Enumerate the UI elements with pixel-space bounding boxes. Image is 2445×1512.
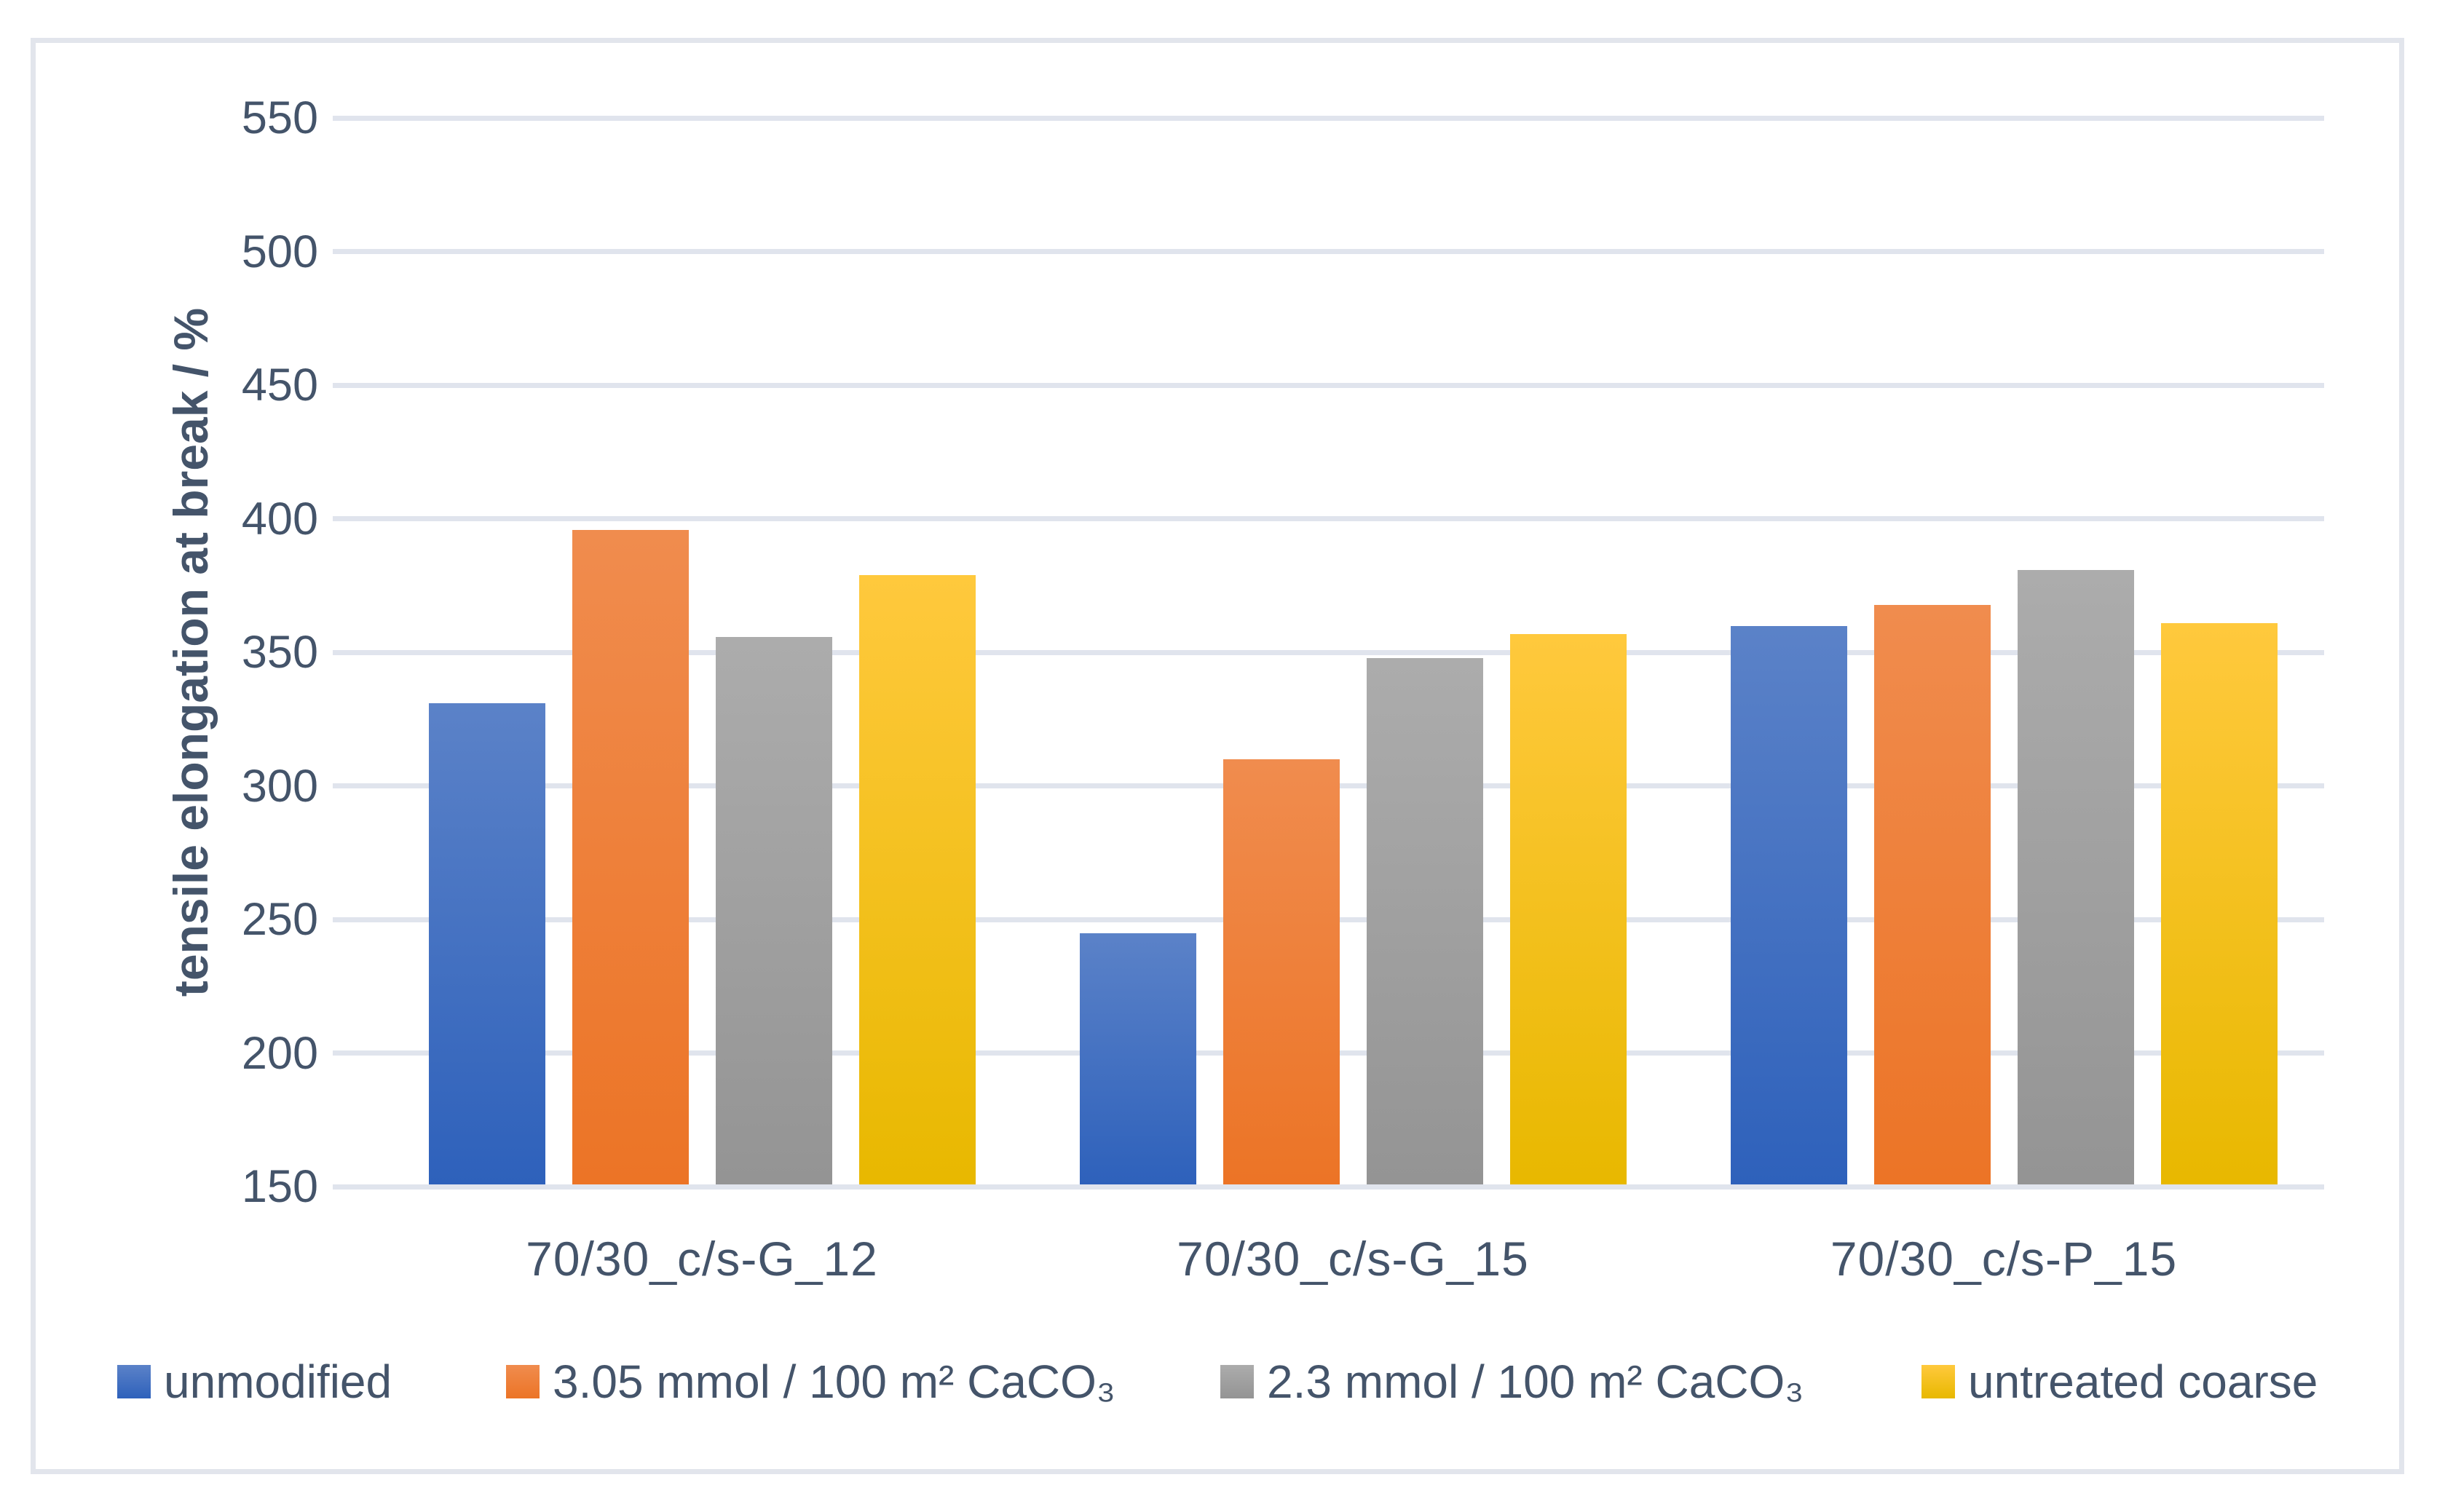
bar-series2-cat2 xyxy=(1223,759,1340,1184)
y-tick-label: 150 xyxy=(241,1161,318,1212)
y-tick-label: 350 xyxy=(241,627,318,678)
bar-series3-cat1 xyxy=(716,637,832,1184)
gridline xyxy=(333,115,2324,121)
bar-series3-cat2 xyxy=(1367,658,1483,1184)
y-tick-label: 400 xyxy=(241,493,318,545)
bar-series1-cat1 xyxy=(429,703,545,1184)
y-tick-label: 450 xyxy=(241,360,318,411)
bar-series1-cat2 xyxy=(1080,933,1196,1184)
gridline xyxy=(333,249,2324,254)
bar-series4-cat1 xyxy=(859,575,976,1184)
bar-series4-cat2 xyxy=(1510,634,1627,1184)
legend-label: unmodified xyxy=(164,1355,392,1408)
x-category-label: 70/30_c/s-G_12 xyxy=(526,1232,878,1286)
legend-label: 2.3 mmol / 100 m² CaCO₃ xyxy=(1267,1355,1804,1408)
bar-series3-cat3 xyxy=(2018,570,2134,1184)
legend-item: untreated coarse xyxy=(1921,1351,2318,1412)
bar-series2-cat1 xyxy=(572,530,689,1184)
x-category-label: 70/30_c/s-G_15 xyxy=(1177,1232,1529,1286)
legend-label: 3.05 mmol / 100 m² CaCO₃ xyxy=(553,1355,1115,1408)
legend-marker xyxy=(117,1365,151,1398)
legend-marker xyxy=(1921,1365,1955,1398)
y-tick-label: 500 xyxy=(241,226,318,277)
legend-marker xyxy=(1220,1365,1254,1398)
legend-marker xyxy=(506,1365,540,1398)
legend-item: 2.3 mmol / 100 m² CaCO₃ xyxy=(1220,1351,1804,1412)
bar-series1-cat3 xyxy=(1731,626,1847,1184)
x-category-label: 70/30_c/s-P_15 xyxy=(1830,1232,2178,1286)
gridline xyxy=(333,516,2324,521)
y-tick-label: 200 xyxy=(241,1027,318,1079)
bar-series4-cat3 xyxy=(2161,623,2278,1184)
bar-series2-cat3 xyxy=(1874,605,1991,1184)
chart-frame-border xyxy=(31,38,2404,1474)
gridline xyxy=(333,649,2324,655)
gridline xyxy=(333,382,2324,388)
y-tick-label: 250 xyxy=(241,894,318,945)
legend-item: unmodified xyxy=(117,1351,392,1412)
y-tick-label: 550 xyxy=(241,92,318,143)
y-tick-label: 300 xyxy=(241,760,318,812)
legend-item: 3.05 mmol / 100 m² CaCO₃ xyxy=(506,1351,1115,1412)
legend-label: untreated coarse xyxy=(1968,1355,2318,1408)
gridline xyxy=(333,1184,2324,1190)
